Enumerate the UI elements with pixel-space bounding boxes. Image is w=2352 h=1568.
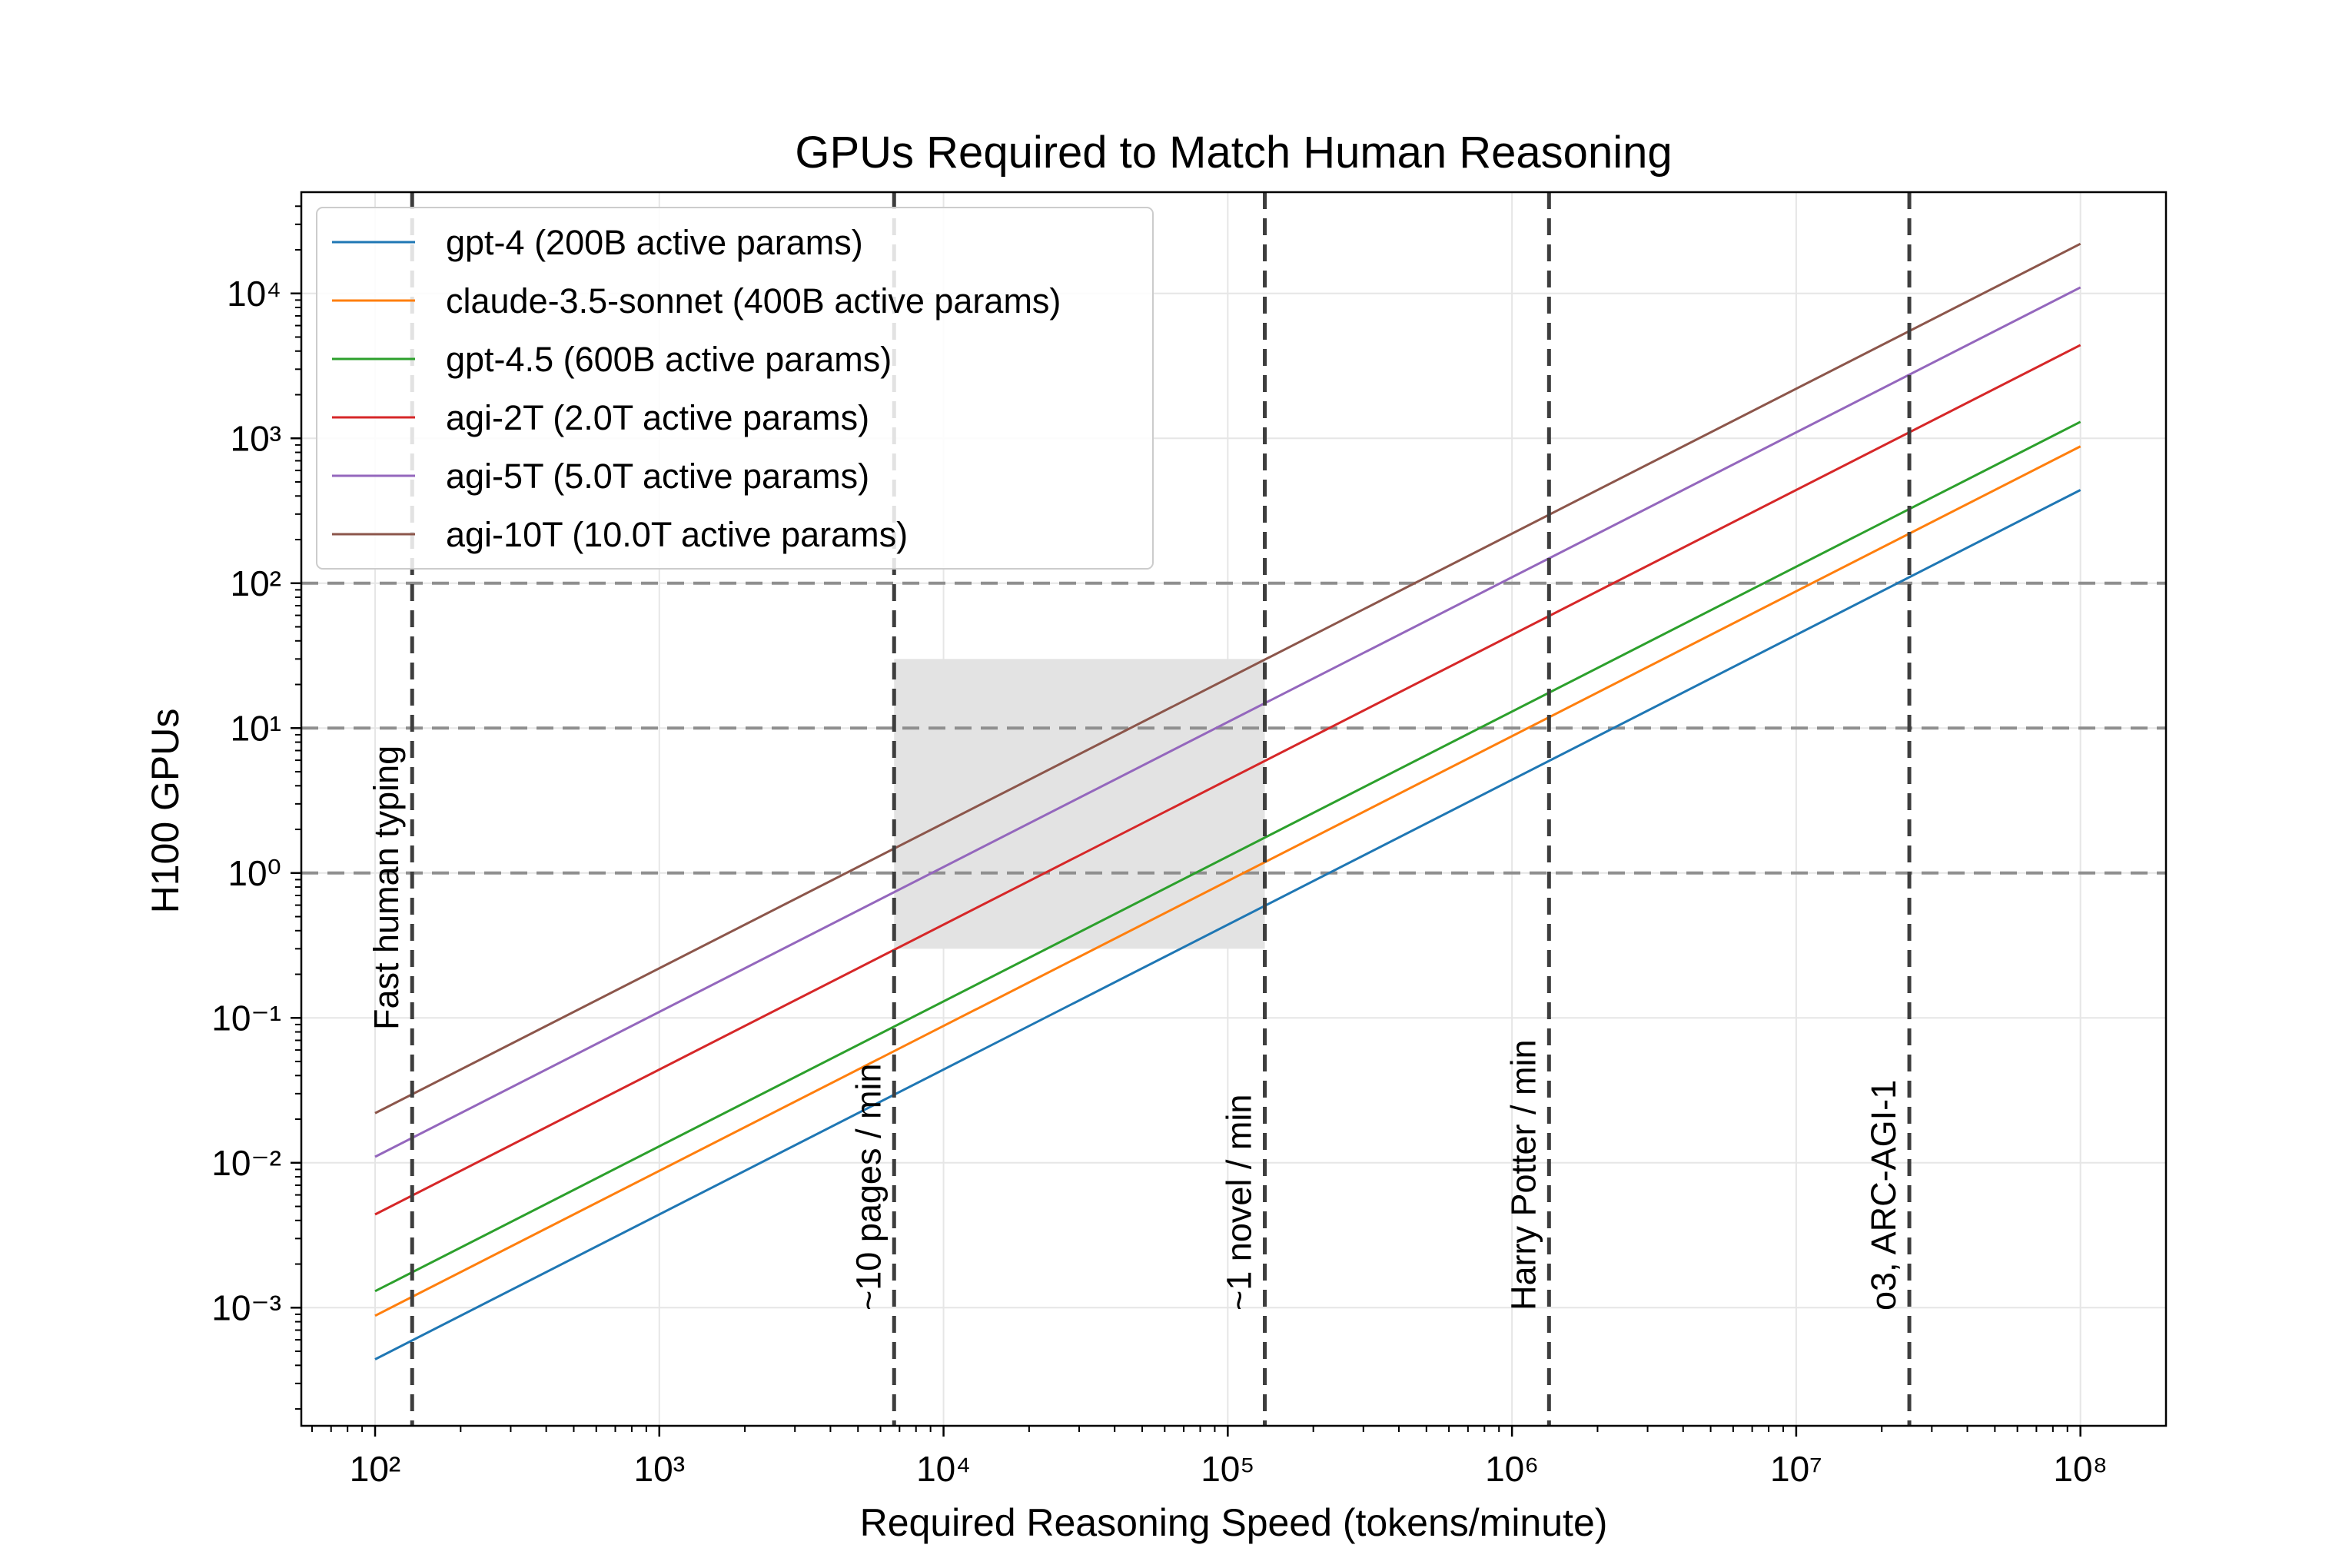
vertical-line-label: o3, ARC-AGI-1 [1864,1080,1903,1311]
x-tick-label: 10⁶ [1485,1449,1539,1489]
y-tick-label: 10² [231,563,281,603]
legend: gpt-4 (200B active params) claude-3.5-son… [316,207,1154,570]
y-axis-label: H100 GPUs [144,709,187,914]
shaded-region [894,659,1265,949]
y-tick-label: 10¹ [231,708,281,748]
series-line-4 [374,286,2081,1158]
x-axis-label: Required Reasoning Speed (tokens/minute) [860,1501,1608,1544]
y-tick-label: 10³ [231,418,281,458]
y-tick-label: 10⁰ [228,853,281,893]
series-line-0 [374,489,2081,1360]
x-tick-label: 10³ [634,1449,685,1489]
legend-entry-label: agi-2T (2.0T active params) [446,398,869,437]
vertical-line-label: ~1 novel / min [1220,1095,1259,1311]
legend-entry-label: gpt-4 (200B active params) [446,223,863,262]
plot-area: Fast human typing ~10 pages / min ~1 novel… [211,191,2168,1489]
y-tick-label: 10⁻² [211,1143,281,1183]
x-tick-label: 10⁷ [1770,1449,1822,1489]
x-tick-label: 10⁵ [1201,1449,1254,1489]
legend-frame [316,207,1154,570]
vertical-line-label: Fast human typing [367,746,406,1030]
y-tick-label: 10⁻³ [211,1287,281,1327]
y-tick-label: 10⁻¹ [211,998,281,1038]
series-line-5 [374,242,2081,1115]
series-line-2 [374,420,2081,1293]
vertical-line-label: ~10 pages / min [849,1064,888,1311]
x-tick-label: 10² [350,1449,400,1489]
legend-entry-label: gpt-4.5 (600B active params) [446,340,892,379]
vertical-line-label: Harry Potter / min [1503,1039,1543,1311]
axes-frame [300,191,2168,1427]
legend-entry-label: agi-10T (10.0T active params) [446,515,908,554]
chart-title: GPUs Required to Match Human Reasoning [795,128,1672,178]
legend-entry-label: claude-3.5-sonnet (400B active params) [446,281,1061,321]
legend-entry-label: agi-5T (5.0T active params) [446,457,869,496]
series-line-3 [374,344,2081,1216]
series-line-1 [374,445,2081,1317]
y-tick-label: 10⁴ [227,274,281,314]
x-tick-label: 10⁸ [2053,1449,2108,1489]
x-tick-label: 10⁴ [916,1449,971,1489]
